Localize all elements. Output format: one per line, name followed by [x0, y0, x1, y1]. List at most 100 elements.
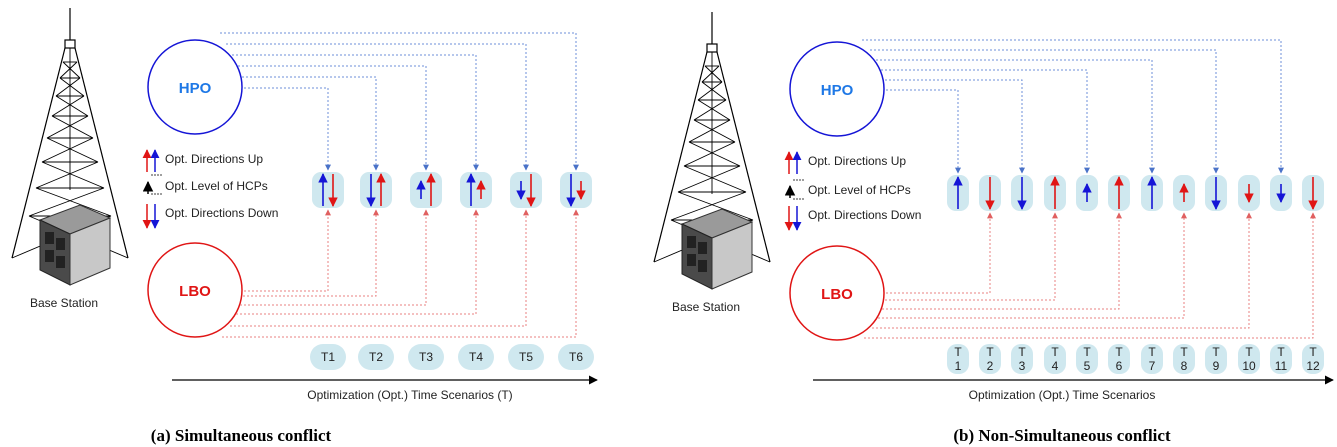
time-pill: [1044, 344, 1066, 374]
time-number: 6: [1116, 359, 1123, 373]
time-pill: [408, 344, 444, 370]
hpo-link-line: [242, 76, 379, 171]
time-letter: T: [1051, 345, 1059, 359]
slot-pill: [460, 172, 492, 208]
time-letter: T: [1212, 345, 1220, 359]
panel-b: Base Station HPO LBO Opt. Directions Up …: [653, 12, 1334, 445]
caption-b: (b) Non-Simultaneous conflict: [953, 426, 1171, 445]
time-number: 9: [1213, 359, 1220, 373]
lbo-link-line: [240, 209, 429, 306]
time-pill: [558, 344, 594, 370]
lbo-link-line: [885, 212, 1058, 301]
lbo-link-line: [872, 212, 1252, 329]
hpo-link-line: [881, 69, 1090, 174]
hpo-label: HPO: [179, 80, 212, 97]
time-number: 11: [1275, 359, 1288, 373]
hpo-link-line: [220, 32, 579, 171]
lbo-circle: [147, 242, 243, 338]
time-letter: T: [1309, 345, 1317, 359]
lbo-link-line: [864, 212, 1316, 339]
lbo-link-line: [244, 209, 331, 292]
base-station-label: Base Station: [672, 300, 740, 314]
time-pill: [979, 344, 1001, 374]
legend-down-label: Opt. Directions Down: [808, 208, 921, 222]
slot-pill: [312, 172, 344, 208]
time-pill: [1238, 344, 1260, 374]
time-pill: [358, 344, 394, 370]
lbo-link-line: [878, 212, 1187, 319]
time-pill: [458, 344, 494, 370]
axis-label-b: Optimization (Opt.) Time Scenarios: [969, 388, 1156, 402]
lbo-link-line: [243, 209, 379, 297]
base-station-tower-icon: [11, 8, 129, 259]
time-number: 12: [1306, 359, 1320, 373]
time-pill: [1076, 344, 1098, 374]
time-number: 5: [1084, 359, 1091, 373]
time-number: 7: [1149, 359, 1156, 373]
time-label: T6: [569, 350, 583, 364]
time-number: 10: [1242, 359, 1256, 373]
time-number: 2: [987, 359, 994, 373]
links-a: [220, 32, 579, 338]
legend-level-label: Opt. Level of HCPs: [165, 179, 268, 193]
hpo-circle: [789, 41, 885, 137]
time-number: 4: [1052, 359, 1059, 373]
lbo-link-line: [222, 209, 579, 338]
time-pills-a: T1 T2 T3 T4 T5 T6: [310, 344, 594, 370]
legend-up-label: Opt. Directions Up: [808, 154, 906, 168]
hpo-circle: [147, 39, 243, 135]
base-station-label: Base Station: [30, 296, 98, 310]
lbo-link-line: [882, 212, 1122, 310]
lbo-label: LBO: [179, 283, 211, 300]
time-number: 3: [1019, 359, 1026, 373]
hpo-link-line: [870, 49, 1219, 174]
slot-pill: [360, 172, 392, 208]
time-pill: [1270, 344, 1292, 374]
legend-down-label: Opt. Directions Down: [165, 206, 278, 220]
time-pill: [947, 344, 969, 374]
time-number: 8: [1181, 359, 1188, 373]
hpo-link-line: [226, 43, 529, 171]
time-label: T5: [519, 350, 533, 364]
lbo-link-line: [236, 209, 479, 315]
time-pill: [1108, 344, 1130, 374]
time-pill: [1173, 344, 1195, 374]
slot-pill: [560, 172, 592, 208]
time-pill: [1205, 344, 1227, 374]
time-letter: T: [986, 345, 994, 359]
slots-a: [312, 172, 592, 208]
hpo-link-line: [232, 54, 479, 171]
lbo-label: LBO: [821, 286, 853, 303]
time-number: 1: [955, 359, 962, 373]
panel-a: Base Station HPO LBO Opt. Directions Up …: [11, 8, 598, 445]
lbo-link-line: [886, 212, 993, 294]
slot-pill: [510, 172, 542, 208]
time-pill: [508, 344, 544, 370]
slots-b: [947, 175, 1324, 211]
time-label: T2: [369, 350, 383, 364]
time-letter: T: [1180, 345, 1188, 359]
time-letter: T: [1083, 345, 1091, 359]
legend-up-label: Opt. Directions Up: [165, 152, 263, 166]
time-letter: T: [1245, 345, 1253, 359]
hpo-link-line: [886, 89, 961, 174]
time-pill: [1302, 344, 1324, 374]
time-letter: T: [954, 345, 962, 359]
lbo-link-line: [230, 209, 529, 327]
time-label: T3: [419, 350, 433, 364]
time-label: T4: [469, 350, 483, 364]
server-box-icon: [38, 204, 112, 286]
time-letter: T: [1148, 345, 1156, 359]
time-letter: T: [1115, 345, 1123, 359]
hpo-link-line: [244, 87, 331, 171]
links-b: [862, 39, 1316, 339]
legend: Opt. Directions Up Opt. Level of HCPs Op…: [142, 149, 278, 229]
hpo-link-line: [885, 79, 1025, 174]
time-pill: [310, 344, 346, 370]
axis-label-a: Optimization (Opt.) Time Scenarios (T): [307, 388, 512, 402]
lbo-circle: [789, 245, 885, 341]
hpo-link-line: [876, 59, 1155, 174]
caption-a: (a) Simultaneous conflict: [151, 426, 332, 445]
